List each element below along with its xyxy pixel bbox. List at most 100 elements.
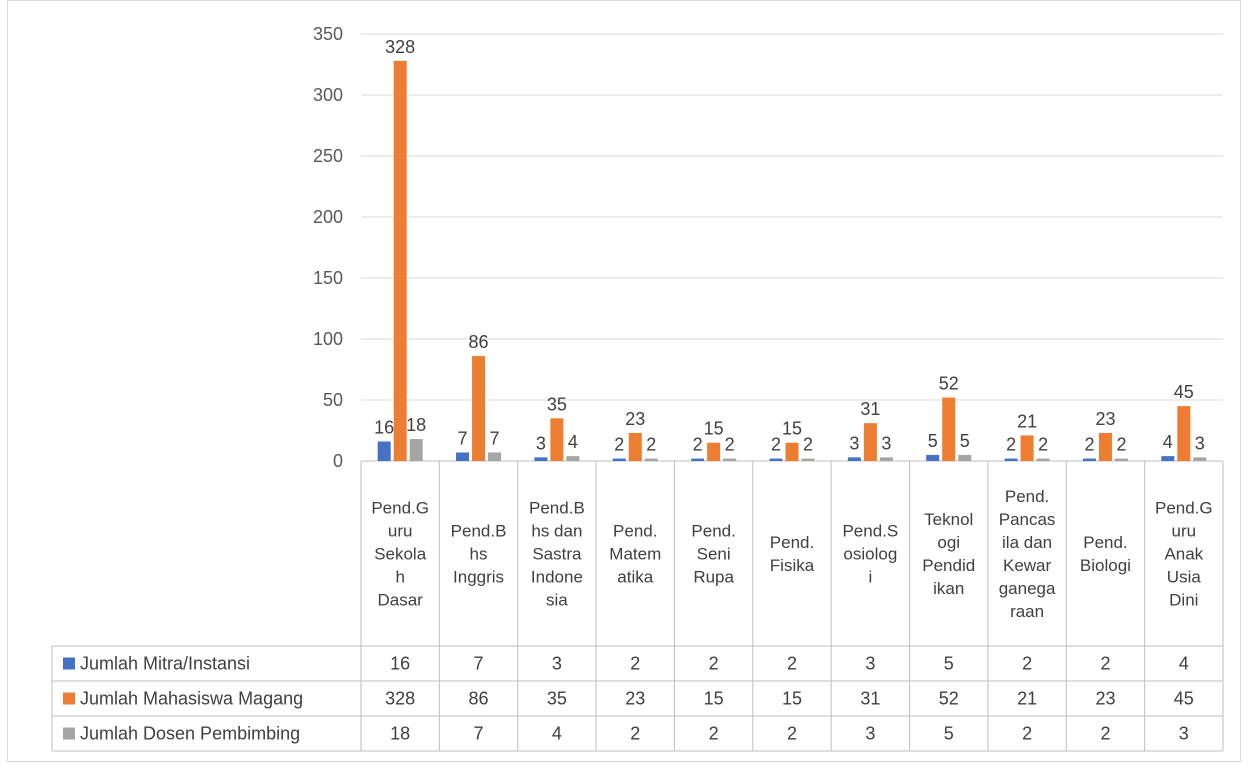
category-label: Biologi xyxy=(1080,556,1131,575)
table-cell: 3 xyxy=(552,654,562,674)
legend-key xyxy=(63,692,75,705)
bar xyxy=(879,457,893,461)
data-label: 4 xyxy=(1163,432,1173,452)
bar xyxy=(472,356,486,461)
table-cell: 5 xyxy=(944,724,954,744)
data-label: 23 xyxy=(1095,409,1115,429)
table-cell: 3 xyxy=(865,654,875,674)
table-cell: 2 xyxy=(709,654,719,674)
data-label: 2 xyxy=(771,435,781,455)
category-label: Sastra xyxy=(532,545,582,564)
table-cell: 86 xyxy=(469,689,489,709)
table-cell: 21 xyxy=(1017,689,1037,709)
data-label: 5 xyxy=(960,431,970,451)
data-label: 35 xyxy=(547,394,567,414)
y-tick-label: 100 xyxy=(313,329,343,349)
bar xyxy=(691,458,705,461)
data-label: 86 xyxy=(469,332,489,352)
category-label: Pendid xyxy=(922,556,975,575)
category-label: Pend. xyxy=(613,522,657,541)
data-label: 2 xyxy=(1084,435,1094,455)
data-label: 2 xyxy=(693,435,703,455)
category-label: Pend. xyxy=(1083,533,1127,552)
bar xyxy=(1161,456,1175,461)
category-label: Rupa xyxy=(693,568,734,587)
table-cell: 2 xyxy=(1022,724,1032,744)
category-label: Pend.B xyxy=(529,499,585,518)
data-label: 3 xyxy=(536,433,546,453)
bar xyxy=(1036,458,1050,461)
y-tick-label: 0 xyxy=(333,451,343,471)
data-label: 5 xyxy=(928,431,938,451)
table-cell: 16 xyxy=(390,654,410,674)
bar xyxy=(628,432,642,461)
category-label: Indone xyxy=(531,568,583,587)
table-cell: 2 xyxy=(787,724,797,744)
data-label: 45 xyxy=(1174,382,1194,402)
bar xyxy=(769,458,783,461)
gridlines xyxy=(361,33,1223,462)
category-label: Pend. xyxy=(691,522,735,541)
bar xyxy=(707,442,721,461)
table-cell: 5 xyxy=(944,654,954,674)
data-label: 7 xyxy=(458,428,468,448)
category-label: Dini xyxy=(1169,591,1198,610)
table-cell: 18 xyxy=(390,724,410,744)
y-tick-label: 300 xyxy=(313,85,343,105)
category-label: Anak xyxy=(1164,545,1203,564)
category-label: Teknol xyxy=(924,510,973,529)
data-label: 7 xyxy=(490,428,500,448)
category-label: ogi xyxy=(937,533,960,552)
bar xyxy=(801,458,815,461)
category-label: osiolog xyxy=(843,545,897,564)
data-label: 2 xyxy=(1038,435,1048,455)
category-label: h xyxy=(395,568,404,587)
category-label: Pend.B xyxy=(451,522,507,541)
category-label: Pend. xyxy=(770,533,814,552)
data-label: 3 xyxy=(881,433,891,453)
legend-label: Jumlah Mitra/Instansi xyxy=(80,654,250,674)
data-label: 2 xyxy=(725,435,735,455)
category-label: atika xyxy=(617,568,653,587)
table-cell: 45 xyxy=(1174,689,1194,709)
category-label: Pend.G xyxy=(1155,499,1213,518)
table-cell: 3 xyxy=(865,724,875,744)
table-cell: 4 xyxy=(552,724,562,744)
legend-label: Jumlah Dosen Pembimbing xyxy=(80,724,300,744)
category-label: Pend.S xyxy=(842,522,898,541)
bar xyxy=(1004,458,1018,461)
bar xyxy=(847,457,861,461)
category-label: Kewar xyxy=(1003,556,1052,575)
legend-key xyxy=(63,657,75,670)
bar xyxy=(644,458,658,461)
data-label: 3 xyxy=(849,433,859,453)
bar xyxy=(488,452,502,461)
y-tick-label: 50 xyxy=(323,390,343,410)
chart-frame xyxy=(7,0,1241,762)
table-cell: 15 xyxy=(782,689,802,709)
category-label: i xyxy=(868,568,872,587)
data-label: 328 xyxy=(385,37,415,57)
bar xyxy=(1114,458,1128,461)
bar xyxy=(1193,457,1207,461)
category-label: Sekola xyxy=(374,545,427,564)
category-label: uru xyxy=(388,522,413,541)
table-cell: 7 xyxy=(474,724,484,744)
y-tick-label: 150 xyxy=(313,268,343,288)
category-label: hs xyxy=(470,545,488,564)
category-label: Pend. xyxy=(1005,487,1049,506)
table-cell: 328 xyxy=(385,689,415,709)
table-cell: 23 xyxy=(625,689,645,709)
bar xyxy=(942,397,956,461)
bar xyxy=(1177,406,1191,461)
category-label: Fisika xyxy=(770,556,815,575)
table-cell: 23 xyxy=(1095,689,1115,709)
data-label: 15 xyxy=(782,419,802,439)
bar xyxy=(377,441,391,461)
table-cell: 35 xyxy=(547,689,567,709)
bar xyxy=(958,454,972,461)
bars xyxy=(377,60,1207,462)
bar xyxy=(534,457,548,461)
data-label: 3 xyxy=(1195,433,1205,453)
y-tick-label: 200 xyxy=(313,207,343,227)
